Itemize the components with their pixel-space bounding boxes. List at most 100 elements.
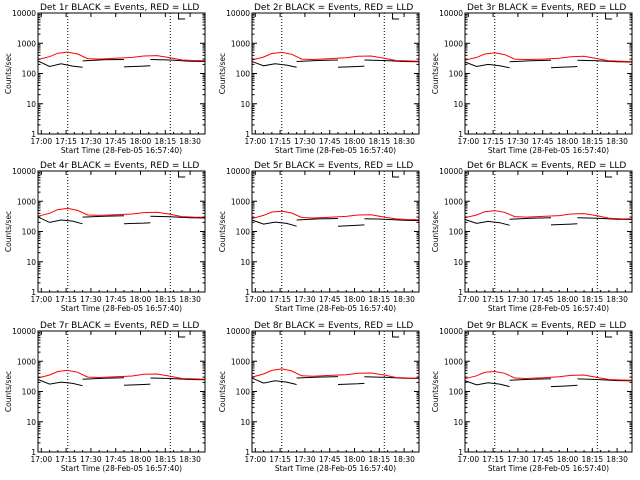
events-series-line xyxy=(337,65,365,68)
x-tick-label: 17:15 xyxy=(269,295,291,304)
events-series-line xyxy=(37,216,83,225)
y-tick-label: 1000 xyxy=(17,357,36,366)
y-tick-label: 10000 xyxy=(12,9,36,18)
x-tick-label: 18:00 xyxy=(130,295,152,304)
x-tick-label: 17:00 xyxy=(244,455,266,464)
x-tick-label: 18:30 xyxy=(393,137,415,146)
x-tick-label: 18:30 xyxy=(179,295,201,304)
interval-marker xyxy=(392,331,400,338)
y-tick-label: 1 xyxy=(245,288,250,297)
chart-title: Det 5r BLACK = Events, RED = LLD xyxy=(254,161,413,171)
x-axis-label: Start Time (28-Feb-05 16:57:40) xyxy=(61,146,182,155)
x-tick-label: 17:45 xyxy=(319,137,341,146)
y-tick-label: 10 xyxy=(453,418,463,427)
y-tick-label: 100 xyxy=(449,388,464,397)
y-tick-label: 100 xyxy=(236,388,251,397)
x-tick-label: 18:30 xyxy=(393,455,415,464)
events-series-line xyxy=(82,215,125,218)
y-tick-label: 10000 xyxy=(226,167,250,176)
events-series-line xyxy=(464,219,510,226)
y-tick-label: 100 xyxy=(22,388,37,397)
x-tick-label: 17:30 xyxy=(80,455,102,464)
y-tick-label: 10 xyxy=(240,258,250,267)
x-tick-label: 18:15 xyxy=(582,455,604,464)
events-series-line xyxy=(150,215,206,219)
y-axis-label: Counts/sec xyxy=(4,211,13,252)
y-axis-label: Counts/sec xyxy=(218,53,227,94)
y-tick-label: 10 xyxy=(453,100,463,109)
y-tick-label: 1000 xyxy=(231,357,250,366)
interval-marker xyxy=(605,171,613,178)
y-tick-label: 10 xyxy=(240,418,250,427)
y-tick-label: 1000 xyxy=(444,357,463,366)
chart-title: Det 3r BLACK = Events, RED = LLD xyxy=(467,3,626,13)
x-tick-label: 18:30 xyxy=(606,137,628,146)
y-tick-label: 100 xyxy=(236,70,251,79)
x-tick-label: 17:15 xyxy=(55,137,77,146)
y-axis-label: Counts/sec xyxy=(218,371,227,412)
x-tick-label: 18:30 xyxy=(393,295,415,304)
x-tick-label: 18:15 xyxy=(369,137,391,146)
plot-frame xyxy=(251,12,420,135)
x-tick-label: 17:30 xyxy=(80,137,102,146)
y-tick-label: 1000 xyxy=(444,39,463,48)
interval-marker xyxy=(178,13,186,20)
events-series-line xyxy=(296,218,339,221)
events-series-line xyxy=(337,382,365,385)
y-tick-label: 10000 xyxy=(439,167,463,176)
events-series-line xyxy=(550,66,578,69)
x-tick-label: 17:00 xyxy=(457,137,479,146)
y-tick-label: 1 xyxy=(245,448,250,457)
lld-series-line xyxy=(464,52,633,62)
plot-frame xyxy=(464,170,633,293)
x-tick-label: 17:00 xyxy=(30,455,52,464)
x-tick-label: 17:15 xyxy=(269,137,291,146)
lld-series-line xyxy=(251,368,420,379)
x-tick-label: 18:15 xyxy=(155,137,177,146)
y-tick-label: 1000 xyxy=(17,197,36,206)
x-tick-label: 18:15 xyxy=(582,137,604,146)
events-series-line xyxy=(464,61,510,69)
chart-title: Det 6r BLACK = Events, RED = LLD xyxy=(467,161,626,171)
x-axis-label: Start Time (28-Feb-05 16:57:40) xyxy=(61,304,182,313)
events-series-line xyxy=(37,60,83,68)
y-tick-label: 10000 xyxy=(12,167,36,176)
interval-marker xyxy=(392,13,400,20)
lld-series-line xyxy=(37,51,206,62)
lld-series-line xyxy=(464,210,633,220)
y-tick-label: 1 xyxy=(458,288,463,297)
lld-series-line xyxy=(464,370,633,381)
x-tick-label: 17:15 xyxy=(269,455,291,464)
x-tick-label: 17:30 xyxy=(294,455,316,464)
events-series-line xyxy=(82,377,125,380)
x-axis-label: Start Time (28-Feb-05 16:57:40) xyxy=(488,304,609,313)
events-series-line xyxy=(464,380,510,388)
y-axis-label: Counts/sec xyxy=(4,53,13,94)
y-tick-label: 10 xyxy=(26,418,36,427)
lld-series-line xyxy=(37,207,206,218)
x-tick-label: 17:15 xyxy=(482,455,504,464)
plot-frame xyxy=(37,170,206,293)
y-tick-label: 1 xyxy=(31,130,36,139)
events-series-line xyxy=(577,378,633,382)
events-series-line xyxy=(123,65,151,68)
events-series-line xyxy=(550,384,578,388)
events-series-line xyxy=(251,377,297,385)
interval-marker xyxy=(605,331,613,338)
x-tick-label: 17:30 xyxy=(294,137,316,146)
x-tick-label: 18:00 xyxy=(130,455,152,464)
y-tick-label: 10000 xyxy=(12,327,36,336)
y-tick-label: 100 xyxy=(449,228,464,237)
events-series-line xyxy=(509,378,552,381)
x-tick-label: 17:30 xyxy=(507,137,529,146)
x-tick-label: 18:30 xyxy=(606,295,628,304)
events-series-line xyxy=(251,219,297,227)
events-series-line xyxy=(364,59,420,63)
y-tick-label: 1000 xyxy=(444,197,463,206)
events-series-line xyxy=(509,59,552,63)
x-tick-label: 18:15 xyxy=(369,455,391,464)
